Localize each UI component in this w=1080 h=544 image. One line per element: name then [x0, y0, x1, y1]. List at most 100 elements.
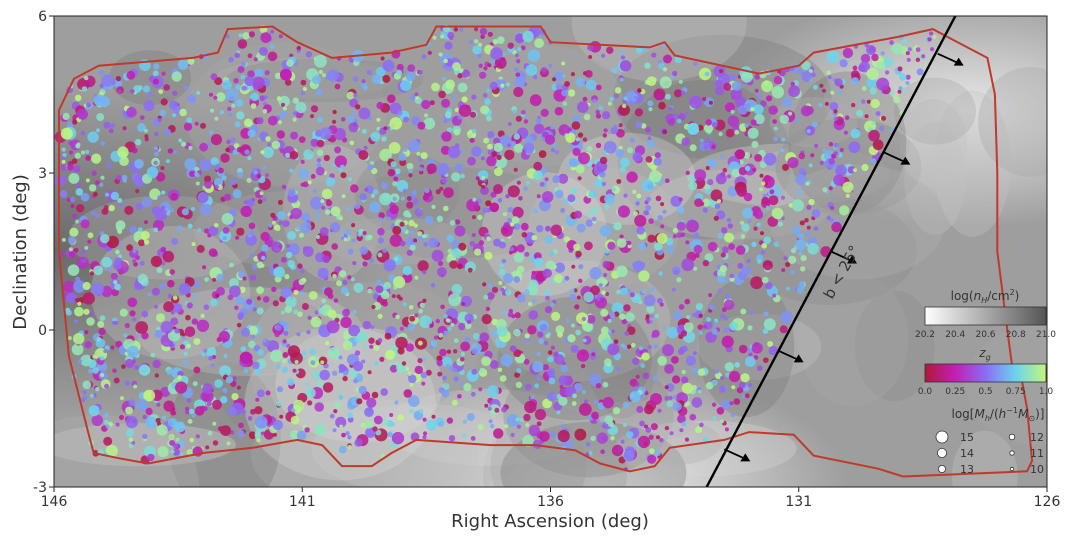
size-legend-label: 11 — [1030, 447, 1044, 460]
galaxy-point — [208, 355, 213, 361]
galaxy-point — [720, 376, 725, 380]
galaxy-point — [122, 178, 127, 183]
galaxy-point — [270, 349, 283, 363]
galaxy-point — [340, 233, 345, 238]
galaxy-point — [547, 368, 556, 377]
y-tick-label: 0 — [38, 323, 47, 339]
galaxy-point — [231, 393, 239, 401]
galaxy-point — [104, 383, 110, 389]
galaxy-point — [500, 224, 513, 237]
galaxy-point — [212, 421, 217, 426]
galaxy-point — [565, 318, 571, 323]
galaxy-point — [126, 70, 136, 80]
galaxy-point — [704, 253, 714, 262]
galaxy-point — [721, 399, 731, 410]
galaxy-point — [575, 164, 585, 174]
galaxy-point — [580, 363, 586, 369]
galaxy-point — [480, 105, 490, 115]
galaxy-point — [847, 166, 856, 174]
galaxy-point — [901, 87, 906, 93]
galaxy-point — [197, 192, 209, 204]
galaxy-point — [523, 119, 529, 124]
galaxy-point — [547, 356, 554, 363]
galaxy-point — [362, 231, 367, 235]
galaxy-point — [257, 199, 263, 205]
galaxy-point — [194, 121, 199, 126]
galaxy-point — [234, 305, 239, 311]
galaxy-point — [389, 413, 394, 417]
galaxy-point — [422, 298, 427, 303]
galaxy-point — [154, 146, 158, 151]
galaxy-point — [379, 192, 392, 206]
galaxy-point — [487, 292, 495, 300]
galaxy-point — [458, 322, 466, 331]
galaxy-point — [525, 64, 538, 76]
galaxy-point — [347, 444, 352, 450]
galaxy-point — [763, 236, 772, 245]
galaxy-point — [380, 56, 385, 61]
size-legend-label: 14 — [960, 447, 974, 460]
colorbar-tick-label: 1.0 — [1039, 387, 1054, 397]
galaxy-point — [69, 150, 73, 155]
galaxy-point — [265, 173, 270, 178]
galaxy-point — [217, 426, 223, 432]
galaxy-point — [453, 27, 459, 32]
galaxy-point — [393, 176, 399, 182]
galaxy-point — [692, 351, 697, 356]
galaxy-point — [77, 108, 88, 120]
galaxy-point — [591, 411, 599, 420]
galaxy-point — [431, 249, 444, 262]
galaxy-point — [513, 329, 521, 337]
galaxy-point — [488, 419, 493, 424]
galaxy-point — [547, 350, 553, 355]
galaxy-point — [154, 329, 163, 339]
galaxy-point — [717, 232, 723, 239]
galaxy-point — [464, 322, 472, 330]
galaxy-point — [639, 350, 644, 355]
galaxy-point — [248, 222, 256, 230]
galaxy-point — [578, 152, 590, 165]
galaxy-point — [915, 47, 921, 53]
galaxy-point — [549, 250, 555, 256]
galaxy-point — [478, 63, 483, 68]
galaxy-point — [238, 33, 243, 38]
galaxy-point — [299, 232, 304, 238]
galaxy-point — [810, 153, 815, 158]
galaxy-point — [672, 401, 682, 412]
galaxy-point — [798, 69, 804, 74]
galaxy-point — [452, 96, 457, 101]
galaxy-point — [658, 101, 666, 110]
galaxy-point — [435, 318, 440, 324]
galaxy-point — [606, 46, 614, 54]
galaxy-point — [254, 415, 268, 429]
galaxy-point — [485, 88, 490, 93]
galaxy-point — [267, 142, 272, 147]
galaxy-point — [88, 405, 100, 417]
galaxy-point — [406, 201, 414, 209]
y-tick-label: 3 — [38, 166, 47, 182]
galaxy-point — [520, 45, 526, 51]
galaxy-point — [798, 251, 803, 256]
galaxy-point — [283, 330, 289, 336]
galaxy-point — [393, 276, 406, 289]
galaxy-point — [861, 86, 867, 91]
galaxy-point — [510, 140, 517, 147]
galaxy-point — [720, 419, 724, 424]
galaxy-point — [611, 187, 616, 192]
galaxy-point — [655, 195, 662, 202]
galaxy-point — [738, 105, 748, 115]
galaxy-point — [513, 276, 521, 283]
galaxy-point — [842, 181, 854, 193]
galaxy-point — [871, 53, 879, 62]
galaxy-point — [202, 265, 207, 270]
galaxy-point — [105, 424, 110, 429]
galaxy-point — [346, 206, 351, 211]
galaxy-point — [536, 225, 544, 233]
galaxy-point — [68, 247, 73, 252]
galaxy-point — [811, 209, 821, 218]
galaxy-point — [156, 313, 165, 323]
galaxy-point — [718, 131, 723, 137]
galaxy-point — [459, 27, 464, 32]
galaxy-point — [419, 302, 425, 308]
galaxy-point — [106, 235, 120, 249]
